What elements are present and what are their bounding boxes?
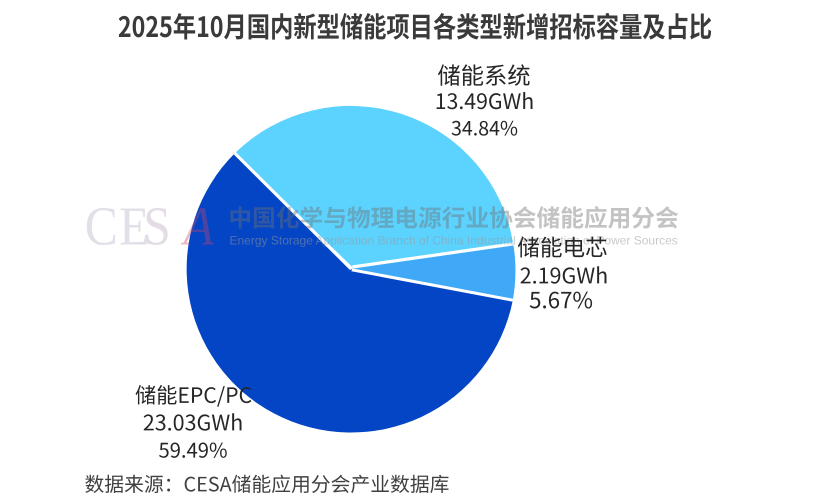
svg-text:S: S	[143, 196, 171, 257]
svg-text:Energy Storage Application Bra: Energy Storage Application Branch of Chi…	[230, 233, 678, 247]
svg-text:A: A	[181, 196, 215, 257]
svg-text:E: E	[119, 196, 149, 257]
svg-text:C: C	[85, 196, 118, 257]
